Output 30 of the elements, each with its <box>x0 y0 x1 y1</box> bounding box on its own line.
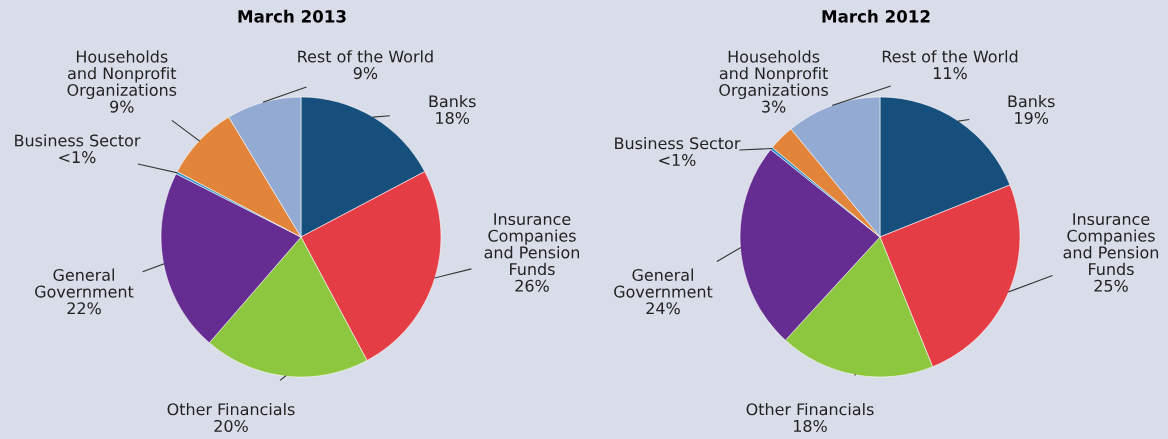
data-label: 19% <box>1015 111 1049 124</box>
data-label: 24% <box>646 302 680 315</box>
slice-label: Rest of the World <box>298 50 433 63</box>
slice-label: Business Sector <box>615 136 741 150</box>
data-label: 25% <box>1094 279 1128 292</box>
data-label: 11% <box>934 67 967 80</box>
slice-label: Insurance Companies and Pension Funds <box>1063 213 1159 276</box>
slice-label: Households and Nonprofit Organizations <box>719 50 829 100</box>
slice-label: Insurance Companies and Pension Funds <box>484 213 580 276</box>
chart-title: March 2013 <box>238 9 346 23</box>
data-label: 3% <box>762 100 786 113</box>
data-label: <1% <box>59 151 96 164</box>
data-label: 18% <box>794 419 827 432</box>
slice-label: General Government <box>35 268 134 298</box>
data-label: 18% <box>436 111 470 124</box>
data-label: <1% <box>659 153 696 166</box>
slice-label: Banks <box>1008 94 1055 108</box>
chart-title: March 2012 <box>822 9 930 23</box>
slice-label: Rest of the World <box>882 50 1018 63</box>
slice-label: Business Sector <box>15 134 141 147</box>
data-label: 9% <box>353 67 378 80</box>
data-label: 9% <box>110 100 134 113</box>
slice-label: Banks <box>429 94 476 108</box>
data-label: 26% <box>515 279 549 292</box>
slice-label: Other Financials <box>746 402 874 416</box>
data-label: 20% <box>214 419 248 432</box>
slice-label: General Government <box>614 268 713 298</box>
slice-label: Households and Nonprofit Organizations <box>67 50 177 100</box>
data-label: 22% <box>67 302 101 315</box>
slice-label: Other Financials <box>167 402 295 416</box>
